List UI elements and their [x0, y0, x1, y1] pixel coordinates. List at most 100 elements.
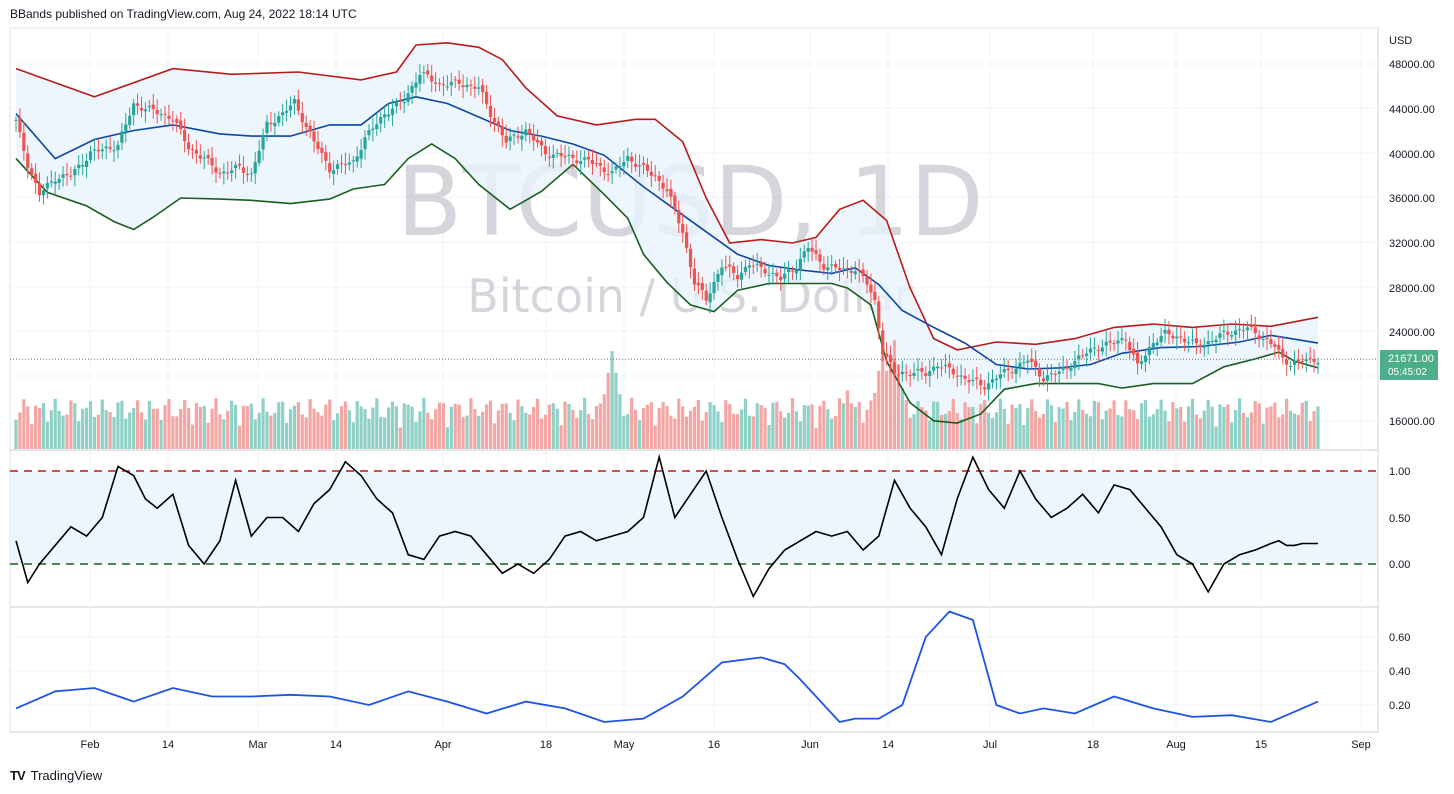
volume-bar [351, 422, 355, 449]
volume-bar [571, 409, 575, 449]
candle-body [151, 104, 155, 109]
volume-bar [1136, 418, 1140, 449]
candle-body [1214, 339, 1218, 342]
candle-body [751, 265, 755, 267]
volume-bar [1269, 406, 1273, 449]
bandwidth-tick: 0.60 [1389, 632, 1410, 644]
candle-body [237, 163, 242, 166]
volume-bar [206, 422, 210, 449]
bollinger-band-fill [16, 42, 1318, 424]
candle-body [430, 75, 434, 82]
volume-bar [728, 403, 732, 449]
volume-bar [1277, 417, 1281, 449]
candle-body [202, 157, 206, 159]
candle-body [1069, 368, 1073, 371]
volume-bar [1230, 422, 1234, 449]
candle-body [214, 167, 218, 173]
candle-body [390, 108, 395, 115]
candle-body [92, 149, 97, 151]
volume-bar [771, 402, 775, 449]
volume-bar [1186, 406, 1191, 449]
candle-body [1002, 369, 1006, 373]
candle-body [449, 81, 453, 86]
volume-bar [147, 400, 151, 449]
percentb-band-fill [10, 471, 1378, 564]
price-tick: 44000.00 [1389, 104, 1435, 116]
currency-label: USD [1389, 35, 1412, 47]
candle-body [1120, 338, 1124, 340]
volume-bar [402, 403, 406, 449]
candle-body [124, 124, 128, 132]
volume-bar [1265, 407, 1269, 449]
volume-bar [935, 401, 940, 449]
volume-bar [453, 403, 457, 449]
volume-bar [312, 408, 316, 449]
volume-bar [488, 400, 493, 449]
volume-bar [512, 420, 516, 449]
price-tick: 24000.00 [1389, 327, 1435, 339]
time-tick: 14 [882, 739, 894, 751]
price-axis[interactable]: USD 48000.00 44000.00 40000.00 36000.00 … [1377, 28, 1438, 732]
candle-body [845, 267, 849, 269]
volume-bar [716, 411, 720, 449]
candle-body [606, 173, 610, 175]
time-axis[interactable]: Feb 14 Mar 14 Apr 18 May 16 Jun 14 Jul 18 Aug 15 Sep [81, 739, 1371, 751]
volume-bar [763, 407, 767, 449]
volume-bar [983, 400, 987, 449]
candle-body [935, 366, 940, 369]
candle-body [912, 372, 916, 376]
volume-bar [104, 410, 108, 449]
candle-body [171, 120, 175, 122]
volume-bar [798, 421, 802, 449]
candle-body [257, 150, 261, 163]
volume-bar [1167, 421, 1171, 449]
candle-body [1018, 362, 1022, 368]
volume-bar [939, 415, 944, 449]
candle-body [896, 374, 900, 376]
percentb-line [15, 453, 1318, 599]
volume-bar [849, 403, 853, 449]
candle-body [1096, 349, 1100, 351]
candle-body [1065, 367, 1069, 369]
candle-body [1081, 355, 1085, 357]
candle-body [837, 267, 842, 270]
candle-body [77, 164, 81, 169]
volume-bar [159, 419, 163, 449]
volume-bar [1034, 410, 1038, 449]
candle-body [563, 156, 567, 158]
candle-body [696, 282, 700, 286]
volume-bar [696, 399, 700, 449]
candle-body [685, 232, 689, 248]
candle-body [590, 160, 595, 164]
volume-bar [1155, 409, 1159, 449]
candle-body [488, 105, 493, 117]
volume-bar [888, 364, 893, 449]
candle-body [551, 154, 555, 158]
volume-bar [316, 412, 320, 449]
candle-body [594, 163, 599, 165]
candle-body [571, 154, 575, 158]
volume-bar [1249, 412, 1253, 449]
volume-bar [1281, 414, 1285, 449]
candle-body [841, 268, 846, 270]
candle-body [147, 105, 151, 108]
candle-body [26, 153, 30, 169]
volume-bar [1257, 403, 1261, 449]
candle-body [1241, 330, 1246, 332]
volume-bar [1159, 399, 1163, 449]
volume-bar [979, 404, 983, 449]
candle-body [779, 276, 783, 280]
volume-bar [367, 418, 371, 449]
candle-body [292, 99, 297, 104]
volume-bar [959, 418, 963, 449]
candle-body [1186, 342, 1191, 344]
candle-body [386, 114, 391, 117]
candle-body [1304, 359, 1308, 362]
candle-body [645, 164, 649, 171]
candle-body [41, 190, 46, 196]
candle-body [81, 165, 85, 167]
candle-body [414, 82, 418, 88]
volume-bar [1057, 407, 1061, 449]
candle-body [712, 281, 716, 294]
